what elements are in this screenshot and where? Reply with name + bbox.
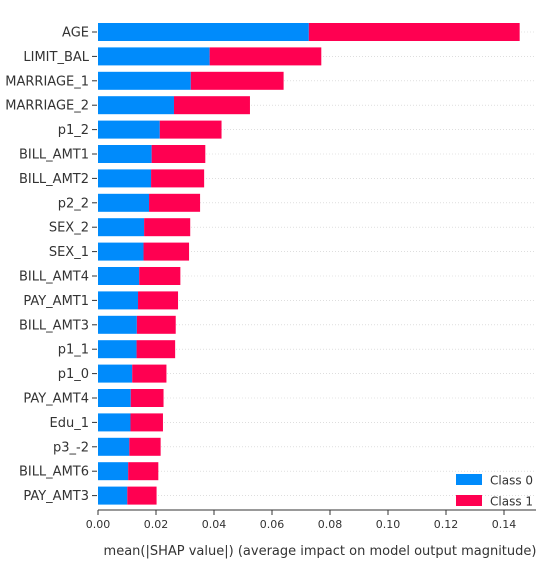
bar-class-0 [98, 291, 139, 310]
bar-class-0 [98, 437, 130, 456]
x-tick-label: 0.02 [144, 518, 169, 531]
y-tick-label: PAY_AMT4 [23, 392, 89, 407]
bar-class-1 [136, 340, 176, 359]
bar-class-0 [98, 413, 131, 432]
bar-class-1 [151, 145, 206, 163]
y-axis-labels: AGE LIMIT_BAL MARRIAGE_1 MARRIAGE_2 p1_2 BILL… [5, 26, 97, 504]
bar-class-1 [173, 96, 250, 115]
bar-class-0 [98, 364, 133, 383]
legend-label-class-1: Class 1 [490, 495, 533, 509]
legend-swatch-class-0 [456, 474, 482, 485]
bar-class-0 [98, 193, 150, 212]
bar-class-1 [149, 193, 201, 212]
bar-class-1 [144, 218, 191, 237]
x-axis-ticks: 0.00 0.02 0.04 0.06 0.08 0.10 0.12 0.14 [86, 510, 517, 531]
bar-class-1 [130, 389, 164, 407]
bar-class-1 [159, 120, 222, 139]
bar-class-1 [308, 23, 520, 41]
y-tick-label: BILL_AMT6 [19, 465, 89, 480]
bar-class-0 [98, 462, 129, 481]
bar-class-1 [132, 364, 167, 383]
bar-class-1 [129, 437, 161, 456]
bar-class-1 [209, 47, 322, 66]
bar-class-0 [98, 242, 144, 261]
bar-class-1 [138, 291, 179, 310]
y-tick-label: p2_2 [58, 196, 89, 211]
bar-class-0 [98, 71, 191, 90]
y-tick-label: BILL_AMT3 [19, 318, 89, 333]
legend-label-class-0: Class 0 [490, 474, 533, 488]
y-tick-label: p1_1 [58, 343, 89, 358]
y-tick-label: BILL_AMT4 [19, 270, 89, 285]
bar-class-1 [130, 413, 163, 432]
y-tick-label: p3_-2 [53, 440, 89, 455]
x-axis-label: mean(|SHAP value|) (average impact on mo… [104, 544, 537, 559]
y-tick-label: BILL_AMT2 [19, 172, 89, 187]
plot-area [98, 23, 536, 505]
bar-class-1 [151, 169, 205, 188]
x-tick-label: 0.10 [376, 518, 401, 531]
bar-class-1 [190, 71, 284, 90]
x-tick-label: 0.08 [318, 518, 343, 531]
y-tick-label: LIMIT_BAL [23, 50, 89, 65]
bar-class-0 [98, 23, 309, 41]
y-tick-label: p1_2 [58, 123, 89, 138]
x-tick-label: 0.12 [434, 518, 459, 531]
y-tick-label: PAY_AMT3 [23, 489, 89, 504]
bar-class-0 [98, 340, 137, 359]
bar-class-1 [127, 486, 157, 505]
y-tick-label: p1_0 [58, 367, 89, 382]
y-tick-label: PAY_AMT1 [23, 294, 89, 309]
bar-class-0 [98, 96, 174, 115]
bar-class-0 [98, 486, 128, 505]
y-tick-label: MARRIAGE_2 [5, 99, 89, 114]
bar-class-1 [128, 462, 159, 481]
x-tick-label: 0.06 [260, 518, 285, 531]
bar-class-1 [136, 315, 176, 334]
bar-class-0 [98, 315, 137, 334]
bar-class-0 [98, 267, 140, 285]
x-tick-label: 0.14 [492, 518, 517, 531]
bar-class-1 [143, 242, 190, 261]
legend-swatch-class-1 [456, 495, 482, 506]
y-tick-label: AGE [62, 26, 89, 41]
bar-class-0 [98, 120, 160, 139]
bar-class-0 [98, 169, 152, 188]
y-tick-label: SEX_1 [49, 245, 89, 260]
bar-class-0 [98, 145, 152, 163]
bar-class-0 [98, 218, 145, 237]
y-tick-label: MARRIAGE_1 [5, 74, 89, 89]
bar-class-1 [139, 267, 181, 285]
y-tick-label: Edu_1 [50, 416, 89, 431]
bar-class-0 [98, 389, 131, 407]
x-tick-label: 0.04 [202, 518, 227, 531]
y-tick-label: BILL_AMT1 [19, 148, 89, 163]
bar-class-0 [98, 47, 210, 66]
y-tick-label: SEX_2 [49, 221, 89, 236]
legend: Class 0 Class 1 [456, 474, 533, 509]
x-tick-label: 0.00 [86, 518, 111, 531]
